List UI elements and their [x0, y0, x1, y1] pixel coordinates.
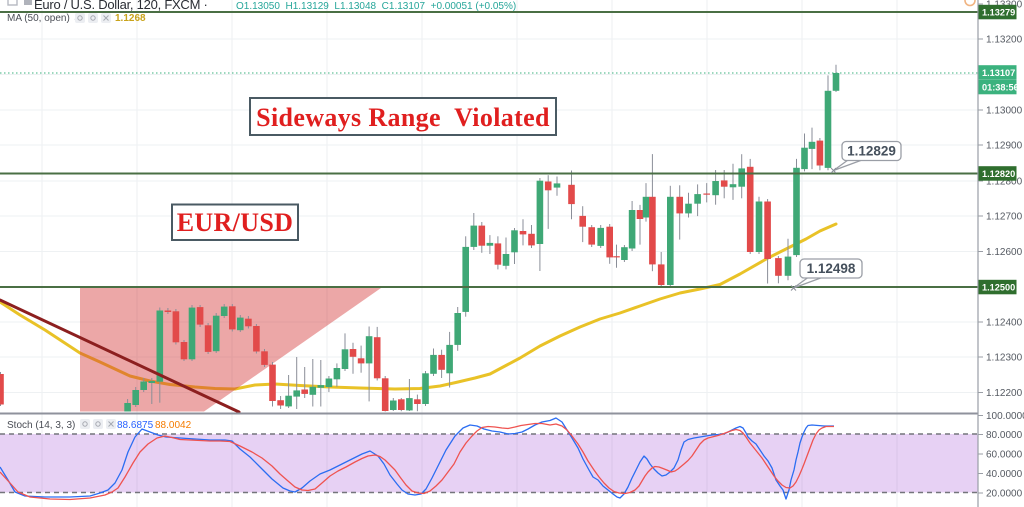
svg-text:80.0000: 80.0000: [986, 430, 1023, 441]
svg-text:01:38:56: 01:38:56: [982, 82, 1019, 92]
svg-text:Euro / U.S. Dollar, 120, FXCM: Euro / U.S. Dollar, 120, FXCM ·: [34, 0, 208, 12]
svg-text:1.13200: 1.13200: [986, 35, 1023, 46]
svg-text:EUR/USD: EUR/USD: [177, 208, 294, 237]
svg-text:100.0000: 100.0000: [986, 411, 1024, 422]
svg-text:88.0042: 88.0042: [155, 420, 192, 431]
svg-text:MA (50, open) ⌄: MA (50, open) ⌄: [7, 13, 81, 24]
svg-text:1.12300: 1.12300: [986, 353, 1023, 364]
svg-text:88.6875: 88.6875: [117, 420, 154, 431]
svg-text:1.13279: 1.13279: [982, 7, 1015, 17]
svg-text:1.12700: 1.12700: [986, 212, 1023, 223]
svg-text:1.12200: 1.12200: [986, 388, 1023, 399]
svg-text:Stoch (14, 3, 3) ⌄: Stoch (14, 3, 3) ⌄: [7, 420, 87, 431]
svg-text:1.12500: 1.12500: [982, 282, 1015, 292]
svg-text:1.12600: 1.12600: [986, 247, 1023, 258]
svg-text:Sideways Range Violated: Sideways Range Violated: [256, 103, 550, 132]
svg-text:1.12800: 1.12800: [986, 177, 1023, 188]
svg-text:1.12829: 1.12829: [847, 144, 896, 159]
svg-text:1.12400: 1.12400: [986, 318, 1023, 329]
svg-text:1.12498: 1.12498: [807, 261, 856, 276]
svg-text:1.1268: 1.1268: [115, 13, 146, 24]
svg-text:1.12820: 1.12820: [982, 169, 1015, 179]
svg-text:60.0000: 60.0000: [986, 450, 1023, 461]
svg-text:40.0000: 40.0000: [986, 469, 1023, 480]
svg-text:1.13107: 1.13107: [982, 68, 1015, 78]
svg-text:1.13000: 1.13000: [986, 106, 1023, 117]
svg-text:1.12900: 1.12900: [986, 141, 1023, 152]
svg-text:20.0000: 20.0000: [986, 489, 1023, 500]
svg-text:O1.13050 H1.13129 L1.13048: O1.13050 H1.13129 L1.13048 C1.13107 +0.0…: [236, 1, 516, 12]
